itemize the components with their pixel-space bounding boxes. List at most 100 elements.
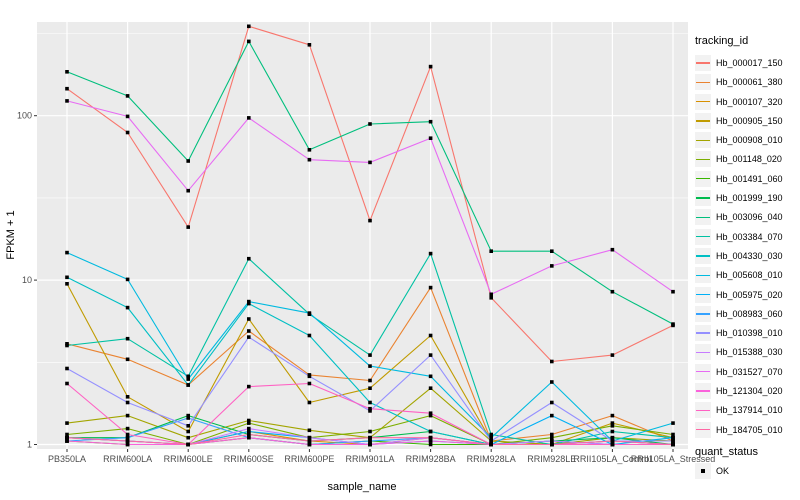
legend-entry: Hb_000905_150 [695, 112, 783, 129]
data-point [125, 426, 130, 431]
legend-entry-label: Hb_005975_020 [716, 289, 783, 300]
data-point [428, 442, 433, 447]
point-square-icon [701, 469, 705, 473]
x-tick-label: RRIM928BA [406, 454, 456, 464]
data-point [307, 311, 312, 315]
data-point [428, 251, 433, 256]
legend-entry: Hb_000017_150 [695, 55, 783, 71]
legend-key-line-icon [695, 209, 711, 226]
legend-entry-label: Hb_121304_020 [716, 386, 783, 397]
data-point [368, 218, 372, 223]
data-point [610, 289, 615, 294]
legend-key-line-icon [695, 132, 711, 149]
legend-entry-label: Hb_000905_150 [716, 115, 783, 126]
data-point [610, 429, 615, 434]
data-point [125, 442, 130, 447]
data-point [368, 378, 372, 383]
data-point [247, 426, 251, 431]
legend-entry: Hb_031527_070 [695, 363, 783, 380]
data-point [368, 435, 372, 440]
data-point [550, 359, 554, 364]
data-point [368, 386, 372, 390]
data-point [186, 442, 190, 447]
data-point [125, 357, 130, 362]
legend-entry: Hb_121304_020 [695, 383, 783, 400]
data-point [550, 442, 554, 447]
legend-line-swatch [696, 428, 710, 431]
data-point [307, 381, 312, 386]
x-tick-label: RRIM928LE [527, 454, 576, 464]
legend-entry-label: Hb_184705_010 [716, 424, 783, 435]
data-point [550, 400, 554, 405]
legend-line-swatch [696, 409, 710, 412]
legend-entry-label: Hb_008983_060 [716, 308, 783, 319]
data-point [368, 160, 372, 165]
x-tick-label: RRII105LA_Stressed [631, 454, 716, 464]
data-point [428, 374, 433, 379]
data-point [186, 377, 190, 381]
legend-key-line-icon [695, 112, 711, 129]
data-point [550, 413, 554, 418]
data-point [307, 428, 312, 433]
data-point [671, 442, 675, 447]
data-point [65, 282, 69, 286]
legend-line-swatch [696, 274, 710, 276]
data-point [186, 188, 190, 193]
data-point [65, 250, 69, 255]
legend-line-swatch [696, 100, 710, 103]
data-point [489, 249, 493, 253]
data-point [247, 329, 251, 333]
legend-line-swatch [696, 62, 710, 64]
legend-entry-label: Hb_000061_380 [716, 77, 783, 88]
legend-entry-label: Hb_031527_070 [716, 366, 783, 377]
legend-key-line-icon [695, 267, 711, 284]
legend-line-swatch [696, 81, 710, 83]
legend-key-square-icon [695, 463, 711, 479]
legend-key-line-icon [695, 74, 711, 91]
legend-entry: Hb_003096_040 [695, 209, 783, 226]
data-point [610, 424, 615, 428]
data-point [368, 429, 372, 434]
legend-entry: Hb_000908_010 [695, 132, 783, 149]
data-point [428, 439, 433, 443]
data-point [489, 432, 493, 437]
legend-entry-label: Hb_001148_020 [716, 154, 782, 165]
data-point [247, 256, 251, 261]
data-point [125, 305, 130, 310]
data-point [428, 411, 433, 415]
plot-panel [37, 22, 688, 449]
data-point [186, 374, 190, 379]
data-point [489, 292, 493, 297]
data-point [186, 159, 190, 163]
data-point [65, 421, 69, 425]
data-point [550, 264, 554, 268]
data-point [247, 335, 251, 339]
data-point [307, 435, 312, 440]
legend-entry-label: Hb_000908_010 [716, 135, 783, 146]
data-point [550, 432, 554, 437]
data-point [65, 439, 69, 443]
data-point [247, 24, 251, 29]
data-point [247, 299, 251, 304]
data-point [428, 353, 433, 357]
data-point [186, 383, 190, 387]
data-point [610, 413, 615, 418]
data-point [671, 289, 675, 294]
data-point [428, 285, 433, 290]
data-point [428, 413, 433, 418]
data-point [550, 435, 554, 440]
data-point [247, 301, 251, 306]
data-point [428, 119, 433, 124]
data-point [65, 86, 69, 91]
x-tick-label: PB350LA [48, 454, 86, 464]
data-point [247, 429, 251, 434]
data-point [428, 429, 433, 434]
legend-entry: Hb_001148_020 [695, 151, 783, 168]
data-point [368, 406, 372, 411]
y-tick-label: 10 [22, 275, 32, 285]
x-axis-title: sample_name [327, 481, 397, 493]
data-point [610, 439, 615, 443]
legend-line-swatch [696, 120, 710, 122]
data-point [428, 333, 433, 338]
